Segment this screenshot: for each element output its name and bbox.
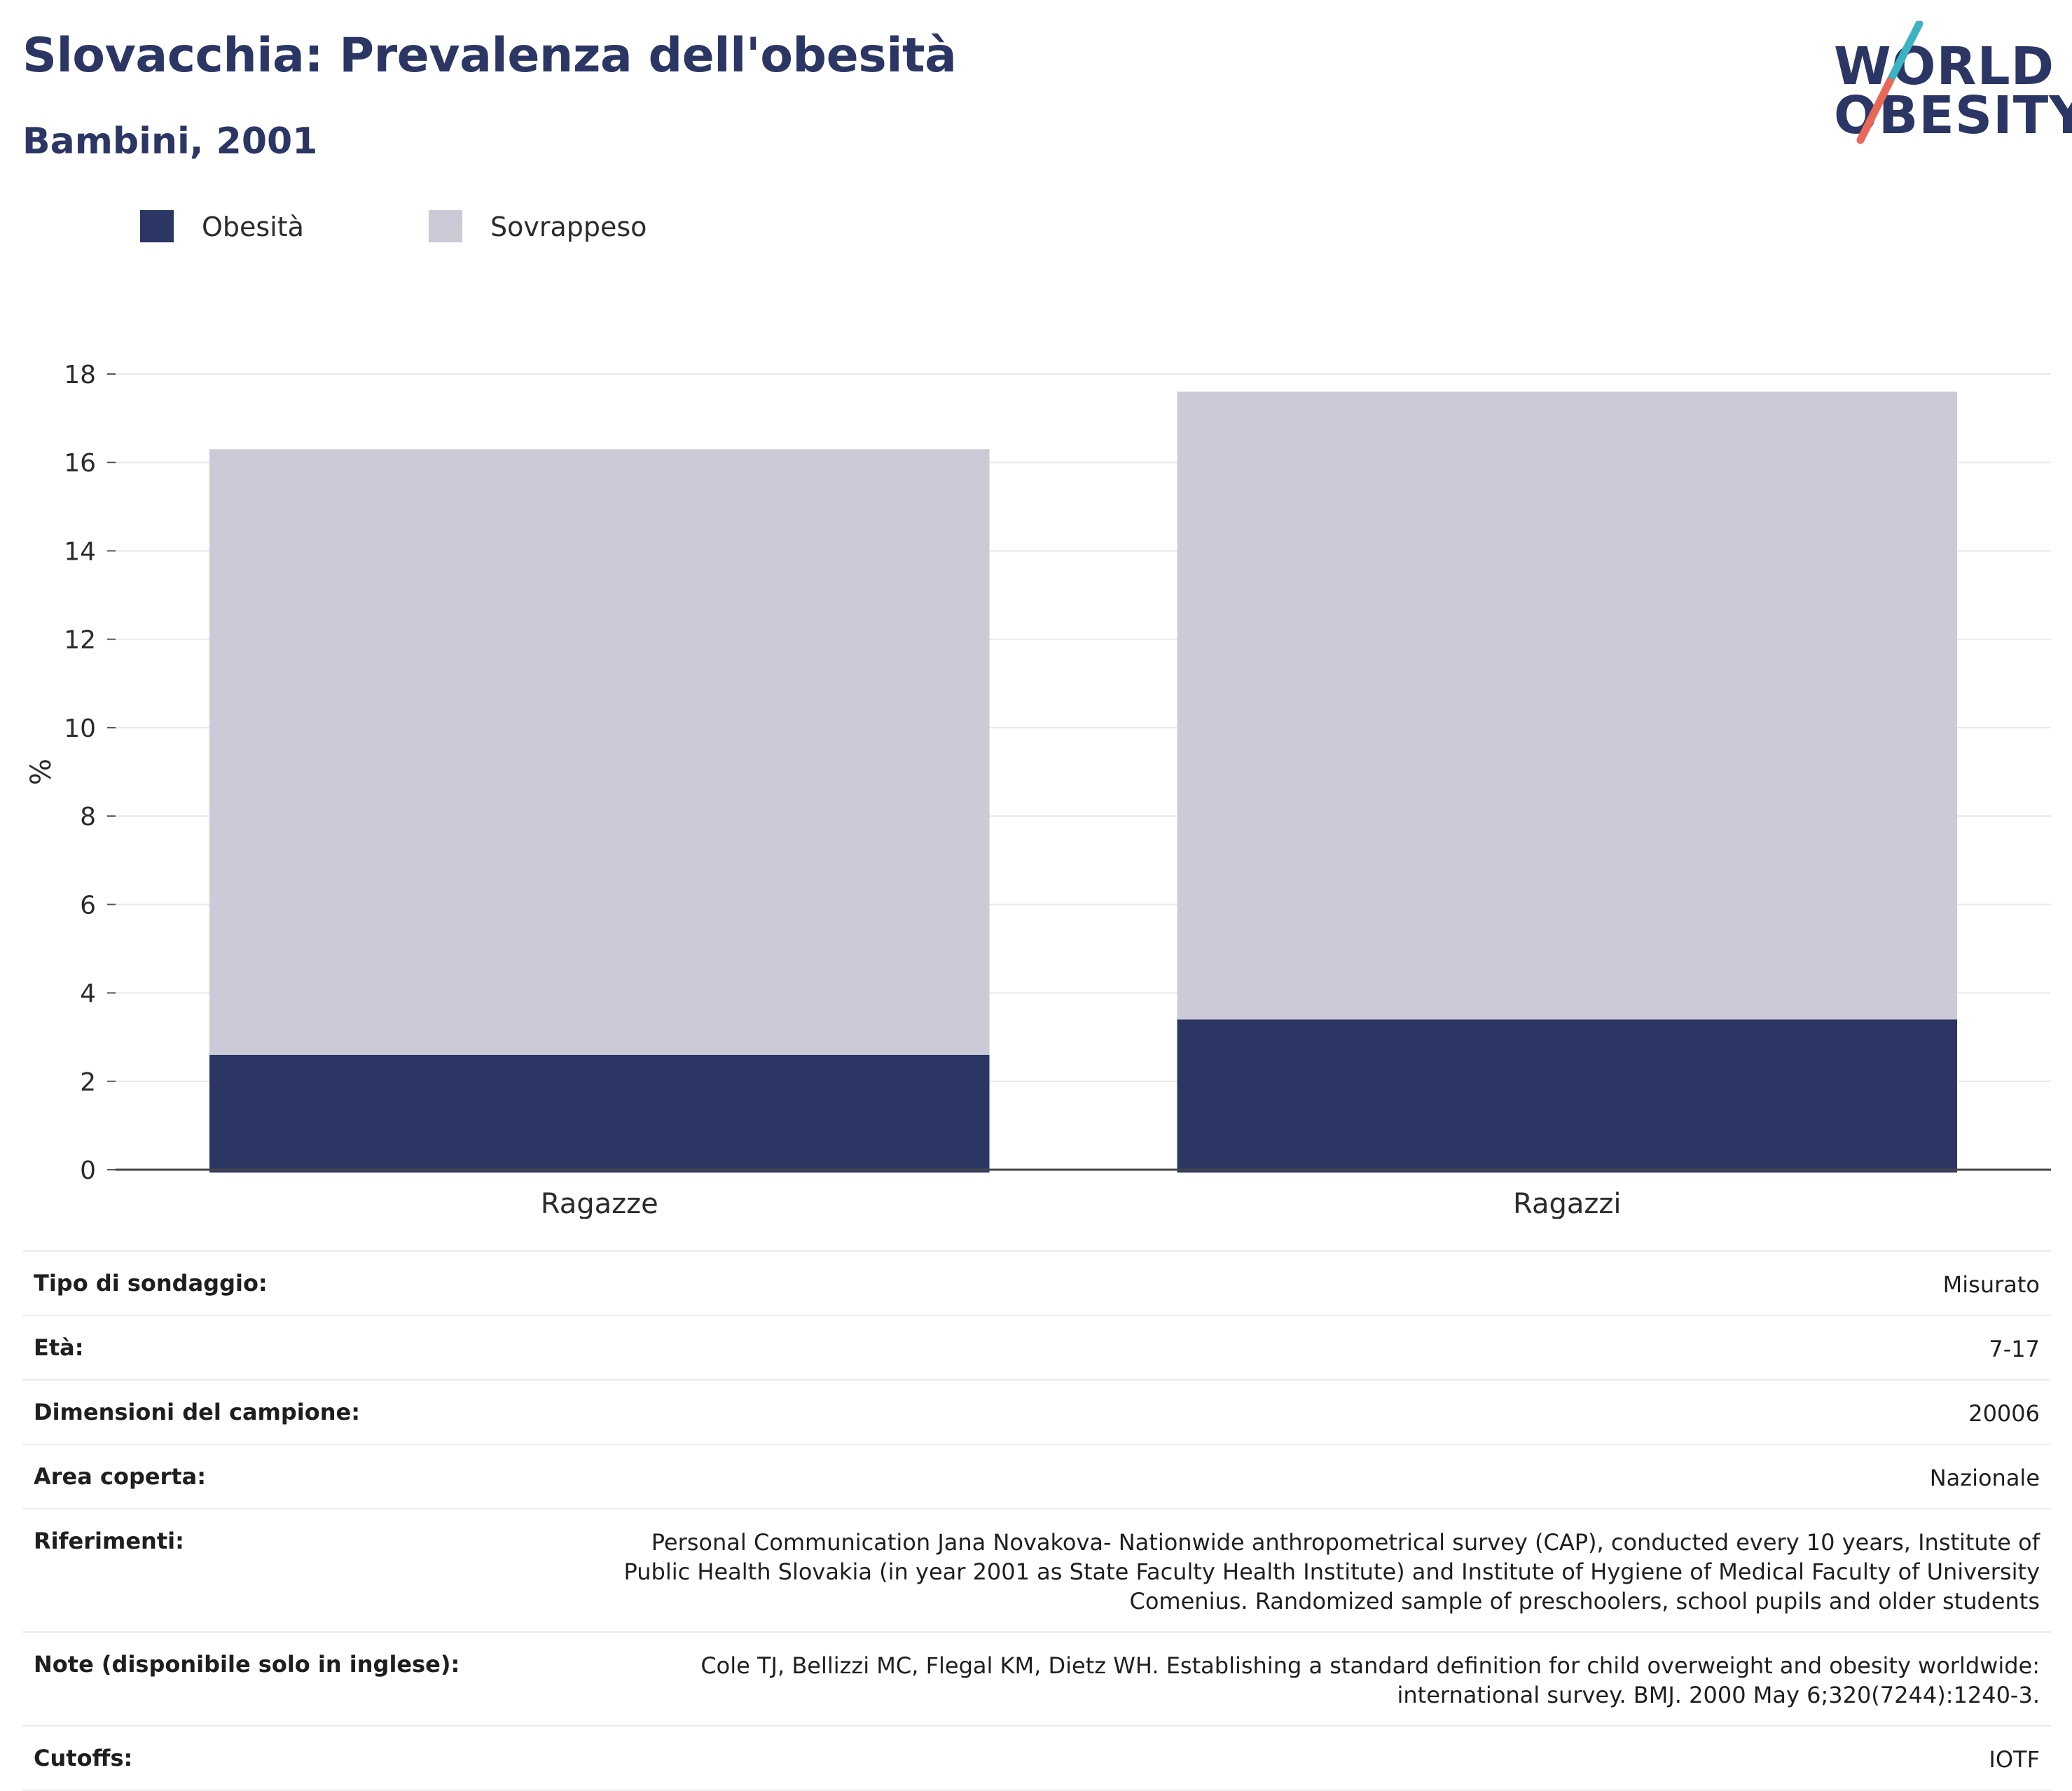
info-row: Riferimenti: Personal Communication Jana … [22, 1508, 2051, 1631]
y-tick-label: 14 [64, 537, 96, 566]
info-value: Personal Communication Jana Novakova- Na… [623, 1529, 2040, 1614]
bar-ragazzi-obesita [1177, 1019, 1957, 1173]
info-row: Note (disponibile solo in inglese): Cole … [22, 1631, 2051, 1725]
survey-info-table: Tipo di sondaggio: Misurato Età: 7-17 Dimens… [22, 1250, 2051, 1791]
y-tick-label: 8 [80, 803, 96, 831]
page-subtitle: Bambini, 2001 [22, 120, 318, 162]
stacked-bar-chart: 0 2 4 6 8 10 12 14 16 18% Ragazze Ragazzi [25, 361, 2051, 1219]
info-value: Nazionale [1929, 1465, 2040, 1491]
legend-swatch-sovrappeso [429, 210, 462, 242]
info-row: Età: 7-17 [22, 1315, 2051, 1379]
info-row: Area coperta: Nazionale [22, 1444, 2051, 1508]
info-value: Misurato [1942, 1271, 2040, 1298]
bar-ragazzi-sovrappeso [1177, 392, 1957, 1020]
info-value: 20006 [1968, 1400, 2040, 1427]
y-tick-label: 10 [64, 714, 96, 743]
x-tick-label: Ragazze [541, 1188, 658, 1219]
info-row: Tipo di sondaggio: Misurato [22, 1250, 2051, 1315]
info-value: IOTF [1989, 1746, 2040, 1773]
y-tick-label: 18 [64, 361, 96, 389]
info-label: Età: [34, 1334, 84, 1361]
legend-swatch-obesita [140, 210, 174, 242]
y-tick-label: 2 [80, 1068, 96, 1097]
legend-label-obesita: Obesità [202, 212, 304, 242]
world-obesity-logo[interactable]: WORLD OBESITY [1828, 21, 2072, 147]
bar-ragazze-obesita [209, 1054, 990, 1173]
info-label: Area coperta: [34, 1463, 207, 1490]
info-label: Tipo di sondaggio: [34, 1270, 268, 1296]
y-tick-label: 6 [80, 891, 96, 920]
y-tick-label: 4 [80, 980, 96, 1009]
y-tick-label: 12 [64, 626, 96, 655]
info-label: Note (disponibile solo in inglese): [34, 1651, 460, 1678]
y-tick-label: 16 [64, 449, 96, 478]
legend-label-sovrappeso: Sovrappeso [490, 212, 647, 242]
info-label: Riferimenti: [34, 1528, 184, 1554]
info-label: Dimensioni del campione: [34, 1399, 361, 1425]
info-label: Cutoffs: [34, 1745, 133, 1771]
info-value: 7-17 [1989, 1336, 2040, 1362]
logo-word-top: WORLD [1834, 36, 2055, 97]
bar-ragazze-sovrappeso [209, 449, 990, 1055]
logo-slash-icon [1856, 21, 1923, 144]
x-tick-label: Ragazzi [1513, 1188, 1621, 1219]
info-value: Cole TJ, Bellizzi MC, Flegal KM, Dietz W… [700, 1652, 2040, 1708]
info-row: Dimensioni del campione: 20006 [22, 1379, 2051, 1444]
y-axis-label: % [25, 759, 57, 785]
page-title: Slovacchia: Prevalenza dell'obesità [22, 28, 957, 83]
info-row: Cutoffs: IOTF [22, 1725, 2051, 1791]
y-tick-label: 0 [80, 1156, 96, 1185]
